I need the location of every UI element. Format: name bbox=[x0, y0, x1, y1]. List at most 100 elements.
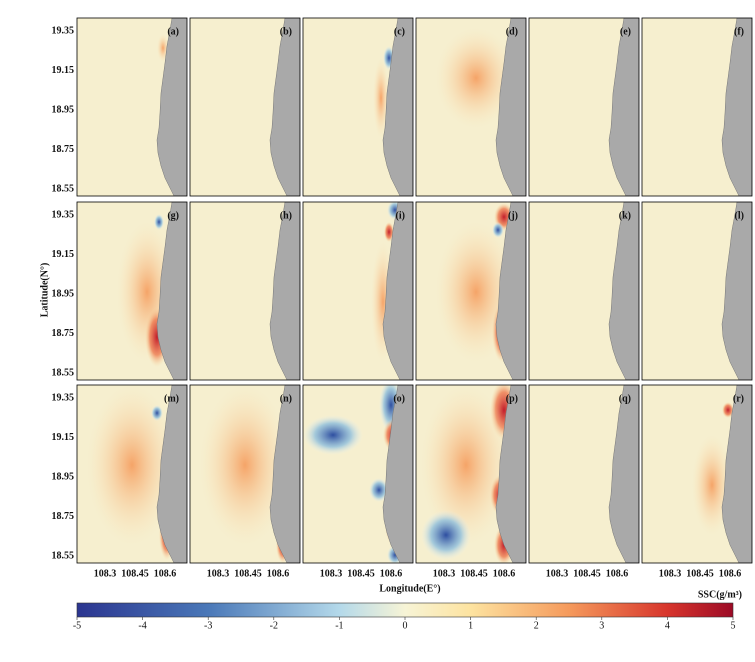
colorbar-tick-label: 2 bbox=[534, 620, 539, 631]
plume bbox=[384, 222, 394, 242]
panel-content bbox=[416, 385, 526, 563]
y-tick-label: 18.95 bbox=[52, 288, 75, 299]
y-tick-label: 19.35 bbox=[52, 209, 75, 220]
panel-frame bbox=[189, 17, 301, 197]
land bbox=[495, 18, 526, 196]
map-panel: (e) bbox=[528, 17, 640, 197]
y-tick-label: 18.55 bbox=[52, 550, 75, 561]
y-tick-label: 18.75 bbox=[52, 511, 75, 522]
plume bbox=[421, 510, 471, 560]
x-tick-label: 108.6 bbox=[606, 568, 629, 579]
map-panel: (b) bbox=[189, 17, 301, 197]
colorbar-tick-label: 0 bbox=[403, 620, 408, 631]
x-tick-label: 108.3 bbox=[207, 568, 230, 579]
map-panel: (r) bbox=[641, 384, 753, 564]
plume bbox=[722, 402, 734, 418]
land bbox=[382, 18, 413, 196]
panel-content bbox=[529, 202, 639, 380]
map-panel: (f) bbox=[641, 17, 753, 197]
map-panel: (h) bbox=[189, 201, 301, 381]
y-tick-label: 18.55 bbox=[52, 183, 75, 194]
land bbox=[608, 385, 639, 563]
colorbar bbox=[76, 602, 734, 618]
y-tick-label: 18.55 bbox=[52, 367, 75, 378]
map-panel: (q) bbox=[528, 384, 640, 564]
map-panel: (k) bbox=[528, 201, 640, 381]
colorbar-tick-label: -4 bbox=[138, 620, 146, 631]
x-tick-label: 108.3 bbox=[433, 568, 456, 579]
panel-label: (q) bbox=[619, 393, 631, 404]
panel-frame bbox=[189, 201, 301, 381]
land bbox=[721, 202, 752, 380]
panel-frame bbox=[302, 384, 414, 564]
panel-label: (m) bbox=[164, 393, 179, 404]
panel-label: (f) bbox=[734, 26, 744, 37]
panel-content bbox=[190, 202, 300, 380]
x-tick-label: 108.45 bbox=[686, 568, 714, 579]
panel-frame bbox=[641, 201, 753, 381]
land bbox=[495, 385, 526, 563]
x-axis-label: Longitude(E°) bbox=[379, 583, 440, 594]
panel-label: (k) bbox=[619, 210, 631, 221]
y-tick-label: 19.15 bbox=[52, 249, 75, 260]
panel-content bbox=[416, 18, 526, 196]
x-tick-label: 108.3 bbox=[659, 568, 682, 579]
x-tick-label: 108.45 bbox=[573, 568, 601, 579]
land bbox=[608, 202, 639, 380]
map-panel: (l) bbox=[641, 201, 753, 381]
panel-frame bbox=[76, 384, 188, 564]
land bbox=[721, 385, 752, 563]
panel-content bbox=[77, 202, 187, 380]
panel-label: (d) bbox=[506, 26, 518, 37]
x-tick-label: 108.6 bbox=[154, 568, 177, 579]
panel-content bbox=[77, 385, 187, 563]
x-tick-label: 108.3 bbox=[320, 568, 343, 579]
panel-label: (h) bbox=[280, 210, 292, 221]
x-tick-label: 108.6 bbox=[493, 568, 516, 579]
panel-label: (g) bbox=[167, 210, 179, 221]
panel-frame bbox=[528, 201, 640, 381]
land bbox=[269, 202, 300, 380]
map-panel: (d) bbox=[415, 17, 527, 197]
map-panel: (n) bbox=[189, 384, 301, 564]
map-panel: (c) bbox=[302, 17, 414, 197]
colorbar-tick-label: 5 bbox=[731, 620, 736, 631]
plume bbox=[421, 385, 511, 545]
panel-frame bbox=[528, 17, 640, 197]
panel-frame bbox=[641, 17, 753, 197]
map-panel: (m) bbox=[76, 384, 188, 564]
colorbar-label: SSC(g/m³) bbox=[698, 589, 742, 600]
plume bbox=[151, 405, 163, 421]
x-tick-label: 108.6 bbox=[267, 568, 290, 579]
panel-content bbox=[529, 18, 639, 196]
y-tick-label: 18.75 bbox=[52, 144, 75, 155]
y-tick-label: 18.95 bbox=[52, 471, 75, 482]
colorbar-tick-label: -2 bbox=[270, 620, 278, 631]
panel-label: (r) bbox=[733, 393, 744, 404]
x-tick-label: 108.6 bbox=[380, 568, 403, 579]
plume bbox=[200, 385, 290, 545]
panel-frame bbox=[76, 17, 188, 197]
map-panel: (p) bbox=[415, 384, 527, 564]
panel-label: (p) bbox=[506, 393, 518, 404]
panel-frame bbox=[415, 201, 527, 381]
plume bbox=[369, 478, 389, 502]
colorbar-tick-label: -5 bbox=[73, 620, 81, 631]
colorbar-tick-label: 4 bbox=[665, 620, 670, 631]
plume bbox=[436, 28, 516, 128]
land bbox=[608, 18, 639, 196]
panel-label: (o) bbox=[393, 393, 405, 404]
panel-label: (i) bbox=[396, 210, 405, 221]
panel-frame bbox=[641, 384, 753, 564]
panel-frame bbox=[528, 384, 640, 564]
panel-frame bbox=[415, 17, 527, 197]
panel-content bbox=[190, 385, 300, 563]
y-tick-label: 19.35 bbox=[52, 392, 75, 403]
land bbox=[382, 385, 413, 563]
land bbox=[156, 202, 187, 380]
panel-label: (l) bbox=[735, 210, 744, 221]
panel-label: (j) bbox=[508, 210, 518, 221]
y-tick-label: 19.15 bbox=[52, 65, 75, 76]
plume bbox=[303, 415, 363, 455]
y-tick-label: 18.75 bbox=[52, 328, 75, 339]
